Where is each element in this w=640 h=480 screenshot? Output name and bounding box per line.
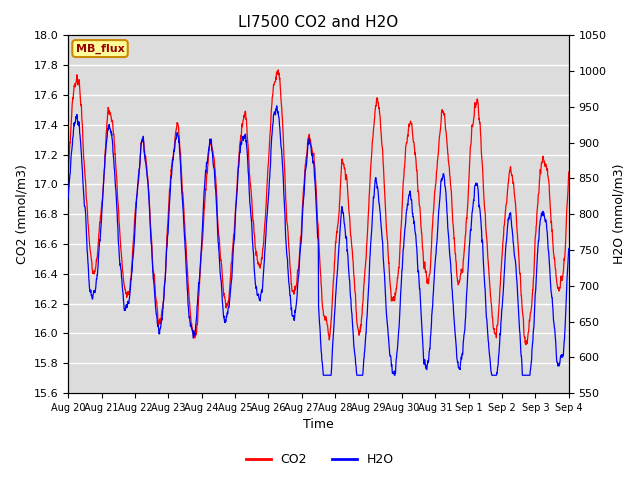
X-axis label: Time: Time: [303, 419, 334, 432]
Text: MB_flux: MB_flux: [76, 43, 124, 54]
Y-axis label: CO2 (mmol/m3): CO2 (mmol/m3): [15, 164, 28, 264]
Legend: CO2, H2O: CO2, H2O: [241, 448, 399, 471]
Title: LI7500 CO2 and H2O: LI7500 CO2 and H2O: [238, 15, 399, 30]
Y-axis label: H2O (mmol/m3): H2O (mmol/m3): [612, 164, 625, 264]
